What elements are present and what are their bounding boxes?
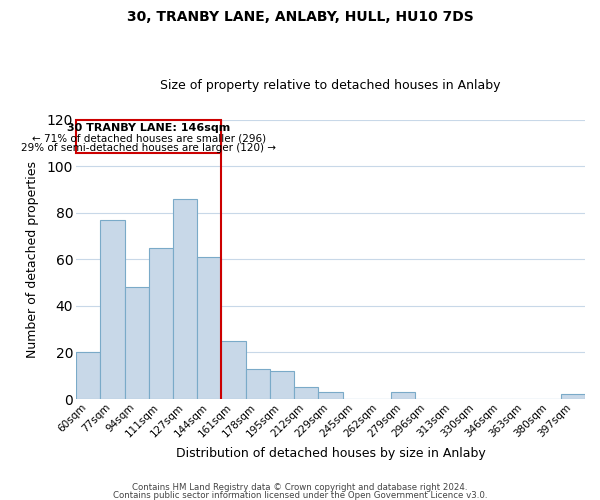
Bar bbox=[76, 120, 221, 154]
Y-axis label: Number of detached properties: Number of detached properties bbox=[26, 161, 38, 358]
Text: Contains public sector information licensed under the Open Government Licence v3: Contains public sector information licen… bbox=[113, 490, 487, 500]
Bar bbox=[197, 257, 221, 399]
Bar bbox=[100, 220, 125, 399]
Bar bbox=[294, 388, 319, 399]
Bar bbox=[76, 352, 100, 399]
Text: 30, TRANBY LANE, ANLABY, HULL, HU10 7DS: 30, TRANBY LANE, ANLABY, HULL, HU10 7DS bbox=[127, 10, 473, 24]
Bar bbox=[319, 392, 343, 399]
Bar bbox=[173, 198, 197, 399]
Bar bbox=[221, 341, 246, 399]
Bar bbox=[149, 248, 173, 399]
Bar bbox=[270, 371, 294, 399]
Text: 29% of semi-detached houses are larger (120) →: 29% of semi-detached houses are larger (… bbox=[21, 143, 276, 153]
Text: 30 TRANBY LANE: 146sqm: 30 TRANBY LANE: 146sqm bbox=[67, 124, 230, 134]
Text: ← 71% of detached houses are smaller (296): ← 71% of detached houses are smaller (29… bbox=[32, 133, 266, 143]
Bar bbox=[246, 369, 270, 399]
Text: Contains HM Land Registry data © Crown copyright and database right 2024.: Contains HM Land Registry data © Crown c… bbox=[132, 484, 468, 492]
Title: Size of property relative to detached houses in Anlaby: Size of property relative to detached ho… bbox=[160, 79, 501, 92]
X-axis label: Distribution of detached houses by size in Anlaby: Distribution of detached houses by size … bbox=[176, 447, 485, 460]
Bar bbox=[561, 394, 585, 399]
Bar bbox=[391, 392, 415, 399]
Bar bbox=[125, 287, 149, 399]
